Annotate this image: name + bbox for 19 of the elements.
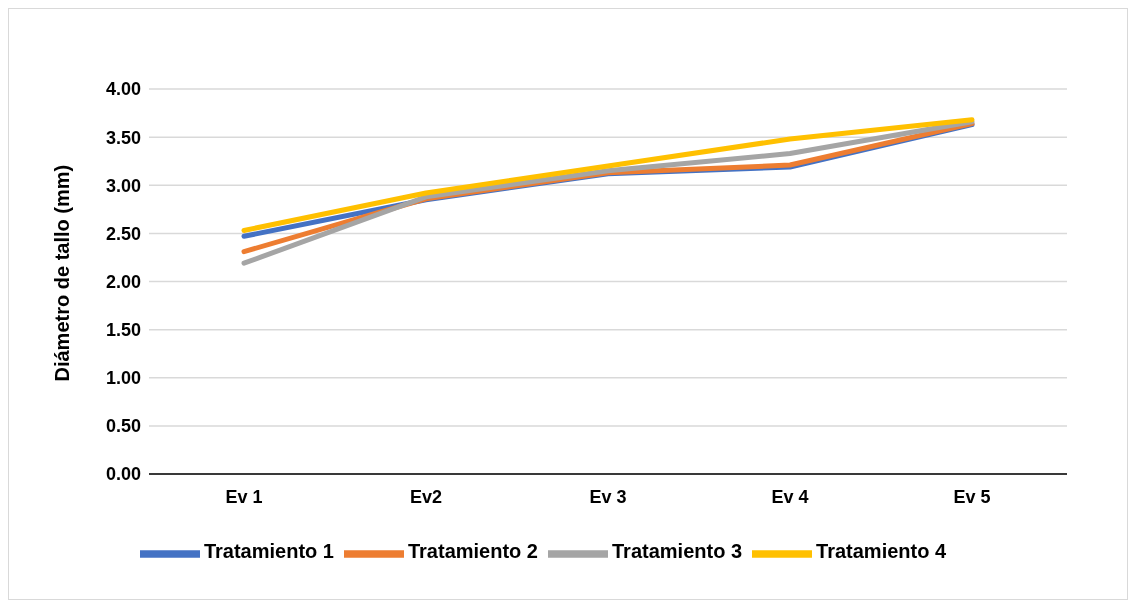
y-tick-label: 1.00	[105, 368, 141, 389]
y-tick-label: 0.00	[105, 464, 141, 485]
x-tick-label: Ev 1	[225, 486, 263, 507]
x-tick-label: Ev 5	[953, 486, 991, 507]
y-axis-title: Diámetro de tallo (mm)	[51, 164, 74, 382]
y-tick-label: 2.00	[105, 271, 141, 292]
y-tick-label: 3.00	[105, 175, 141, 196]
legend-label: Tratamiento 1	[203, 540, 334, 563]
y-tick-label: 1.50	[105, 320, 141, 341]
legend-label: Tratamiento 4	[816, 540, 947, 563]
y-tick-label: 3.50	[105, 127, 141, 148]
x-tick-label: Ev 4	[771, 486, 809, 507]
y-tick-label: 4.00	[105, 79, 141, 100]
x-tick-label: Ev 3	[589, 486, 627, 507]
legend-label: Tratamiento 2	[407, 540, 538, 563]
y-tick-label: 2.50	[105, 223, 141, 244]
y-tick-label: 0.50	[105, 416, 141, 437]
legend-label: Tratamiento 3	[612, 540, 743, 563]
x-tick-label: Ev2	[409, 486, 443, 507]
